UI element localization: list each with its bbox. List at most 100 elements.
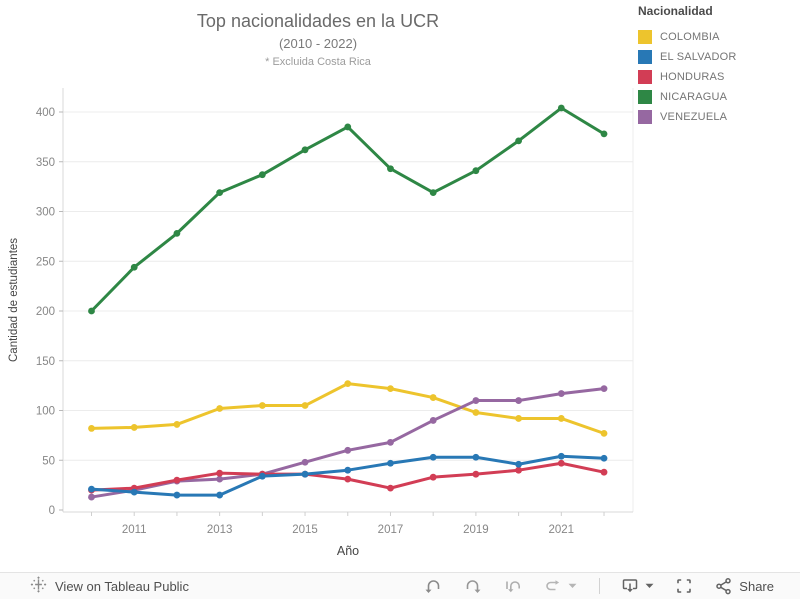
data-point[interactable] bbox=[429, 189, 437, 196]
legend-item-venezuela[interactable]: VENEZUELA bbox=[638, 107, 798, 127]
data-point[interactable] bbox=[130, 263, 138, 271]
legend-item-label: COLOMBIA bbox=[660, 31, 720, 43]
data-point[interactable] bbox=[301, 458, 309, 466]
series-colombia[interactable] bbox=[88, 380, 608, 437]
data-point[interactable] bbox=[472, 397, 480, 404]
x-tick-label: 2011 bbox=[122, 524, 147, 536]
y-tick-label: 200 bbox=[36, 306, 55, 318]
data-point[interactable] bbox=[344, 446, 352, 454]
undo-icon bbox=[423, 576, 443, 596]
data-point[interactable] bbox=[258, 472, 266, 480]
data-point[interactable] bbox=[557, 104, 565, 112]
data-point[interactable] bbox=[472, 453, 480, 461]
data-point[interactable] bbox=[258, 402, 266, 409]
series-nicaragua[interactable] bbox=[88, 104, 608, 315]
data-point[interactable] bbox=[344, 466, 352, 474]
data-point[interactable] bbox=[173, 491, 181, 499]
data-point[interactable] bbox=[216, 469, 224, 477]
data-point[interactable] bbox=[344, 380, 352, 388]
data-point[interactable] bbox=[88, 307, 95, 315]
data-point[interactable] bbox=[130, 488, 138, 496]
data-point[interactable] bbox=[515, 415, 522, 422]
data-point[interactable] bbox=[216, 405, 224, 412]
data-point[interactable] bbox=[301, 146, 309, 154]
reset-button[interactable] bbox=[503, 575, 523, 597]
chart-header: Top nacionalidades en la UCR (2010 - 202… bbox=[0, 10, 636, 69]
share-button[interactable]: Share bbox=[714, 575, 774, 597]
data-point[interactable] bbox=[130, 424, 138, 431]
replay-button[interactable] bbox=[543, 575, 577, 597]
data-point[interactable] bbox=[557, 452, 565, 460]
chart-title: Top nacionalidades en la UCR bbox=[196, 11, 440, 31]
legend-item-el-salvador[interactable]: EL SALVADOR bbox=[638, 47, 798, 67]
data-point[interactable] bbox=[600, 454, 608, 462]
legend-item-label: EL SALVADOR bbox=[660, 51, 737, 63]
undo-button[interactable] bbox=[423, 575, 443, 597]
data-point[interactable] bbox=[600, 130, 608, 138]
data-point[interactable] bbox=[344, 475, 352, 483]
legend-items: COLOMBIA EL SALVADOR HONDURAS NICARAGUA VENE… bbox=[638, 27, 798, 127]
legend-swatch bbox=[638, 70, 652, 84]
fullscreen-button[interactable] bbox=[674, 575, 694, 597]
data-point[interactable] bbox=[88, 425, 95, 432]
data-point[interactable] bbox=[472, 409, 480, 416]
x-tick-label: 2013 bbox=[207, 524, 233, 536]
data-point[interactable] bbox=[387, 459, 394, 467]
data-point[interactable] bbox=[515, 460, 522, 468]
data-point[interactable] bbox=[600, 385, 608, 393]
legend-item-label: VENEZUELA bbox=[660, 111, 728, 123]
data-point[interactable] bbox=[429, 453, 437, 461]
data-point[interactable] bbox=[216, 475, 224, 483]
data-point[interactable] bbox=[387, 165, 394, 173]
data-point[interactable] bbox=[429, 394, 437, 401]
data-point[interactable] bbox=[557, 415, 565, 422]
legend: Nacionalidad COLOMBIA EL SALVADOR HONDURAS… bbox=[638, 4, 798, 127]
series-honduras[interactable] bbox=[88, 459, 608, 494]
data-point[interactable] bbox=[387, 385, 394, 393]
y-tick-label: 350 bbox=[36, 157, 55, 169]
data-point[interactable] bbox=[301, 470, 309, 478]
redo-icon bbox=[463, 576, 483, 596]
data-point[interactable] bbox=[515, 397, 522, 404]
data-point[interactable] bbox=[557, 459, 565, 467]
data-point[interactable] bbox=[472, 167, 480, 175]
data-point[interactable] bbox=[515, 137, 522, 145]
legend-swatch bbox=[638, 110, 652, 124]
tableau-logo-icon bbox=[30, 576, 47, 596]
data-point[interactable] bbox=[173, 421, 181, 428]
legend-item-nicaragua[interactable]: NICARAGUA bbox=[638, 87, 798, 107]
reset-icon bbox=[503, 576, 523, 596]
view-on-tableau-link[interactable]: View on Tableau Public bbox=[30, 576, 189, 596]
data-point[interactable] bbox=[301, 402, 309, 409]
data-point[interactable] bbox=[600, 468, 608, 476]
data-point[interactable] bbox=[429, 473, 437, 481]
data-point[interactable] bbox=[600, 429, 608, 437]
y-axis-title: Cantidad de estudiantes bbox=[8, 237, 20, 363]
data-point[interactable] bbox=[387, 484, 394, 492]
data-point[interactable] bbox=[258, 171, 266, 179]
series-el-salvador[interactable] bbox=[88, 452, 608, 499]
redo-button[interactable] bbox=[463, 575, 483, 597]
data-point[interactable] bbox=[173, 229, 181, 237]
data-point[interactable] bbox=[472, 470, 480, 478]
download-button[interactable] bbox=[620, 575, 654, 597]
legend-item-honduras[interactable]: HONDURAS bbox=[638, 67, 798, 87]
data-point[interactable] bbox=[387, 438, 394, 446]
replay-caret-icon bbox=[568, 583, 577, 589]
data-point[interactable] bbox=[515, 466, 522, 474]
data-point[interactable] bbox=[216, 189, 224, 196]
data-point[interactable] bbox=[88, 485, 95, 493]
legend-item-colombia[interactable]: COLOMBIA bbox=[638, 27, 798, 47]
data-point[interactable] bbox=[344, 123, 352, 131]
data-point[interactable] bbox=[88, 493, 95, 501]
y-tick-label: 300 bbox=[36, 207, 55, 219]
data-point[interactable] bbox=[173, 476, 181, 484]
y-tick-label: 0 bbox=[49, 505, 55, 517]
legend-item-label: NICARAGUA bbox=[660, 91, 728, 103]
data-point[interactable] bbox=[216, 491, 224, 499]
y-tick-label: 250 bbox=[36, 256, 55, 268]
data-point[interactable] bbox=[557, 390, 565, 397]
legend-swatch bbox=[638, 30, 652, 44]
data-point[interactable] bbox=[429, 417, 437, 424]
